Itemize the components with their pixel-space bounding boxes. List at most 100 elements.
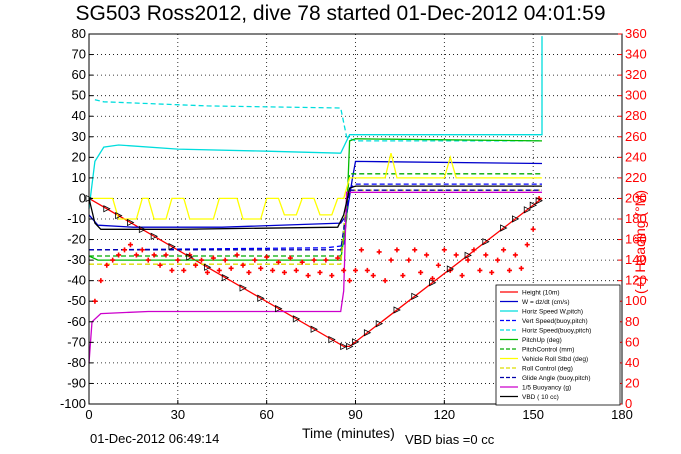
height-marker	[523, 206, 532, 214]
heading-point	[122, 247, 128, 253]
y-tick-label: -10	[67, 211, 86, 226]
y-tick-label: 40	[72, 108, 86, 123]
height-marker	[529, 201, 538, 209]
heading-point	[501, 247, 507, 253]
heading-point	[388, 257, 394, 263]
right-axis-label: (+) Heading (°M)	[632, 189, 648, 295]
y2-tick-label: 320	[625, 67, 647, 82]
heading-point	[483, 252, 489, 258]
heading-point	[222, 257, 228, 263]
legend-entry: PitchControl (mm)	[522, 347, 574, 354]
legend-entry: Vert Speed(buoy,pitch)	[522, 318, 588, 325]
x-tick-label: 120	[433, 407, 455, 422]
height-marker	[310, 325, 318, 333]
legend-entry: 1/5 Buoyancy (g)	[522, 385, 571, 392]
height-marker	[512, 215, 520, 223]
height-marker	[257, 294, 265, 302]
heading-point	[139, 247, 145, 253]
heading-point	[317, 269, 323, 275]
height-marker	[393, 306, 401, 314]
height-marker	[275, 304, 283, 313]
heading-point	[127, 242, 133, 248]
heading-point	[335, 255, 341, 261]
heading-point	[133, 252, 139, 258]
height-marker	[138, 225, 147, 234]
heading-point	[489, 269, 495, 275]
heading-point	[210, 255, 216, 261]
heading-point	[323, 257, 329, 263]
series-line	[89, 189, 542, 251]
legend-box	[495, 284, 621, 406]
legend-entry: PitchUp (deg)	[522, 337, 562, 344]
heading-point	[252, 257, 258, 263]
x-tick-label: 90	[348, 407, 362, 422]
heading-point	[364, 267, 370, 273]
series-lines	[88, 36, 543, 363]
heading-point	[341, 267, 347, 273]
heading-point	[453, 252, 459, 258]
heading-point	[512, 252, 518, 258]
heading-point	[204, 269, 210, 275]
y2-tick-label: 160	[625, 232, 647, 247]
heading-point	[228, 265, 234, 271]
heading-point	[216, 267, 222, 273]
y2-tick-label: 60	[625, 334, 639, 349]
y-tick-label: 0	[79, 190, 86, 205]
chart-title: SG503 Ross2012, dive 78 started 01-Dec-2…	[75, 2, 606, 25]
height-marker	[464, 251, 472, 260]
heading-point	[151, 252, 157, 258]
y-tick-label: 20	[72, 149, 86, 164]
heading-point	[418, 269, 424, 275]
y2-tick-label: 80	[625, 314, 639, 329]
axis-ticks: 0 30 60 90 120 150 180-100-90-80-70-60-50-40-3…	[60, 26, 647, 422]
heading-point	[104, 262, 110, 268]
legend-entry: W = dz/dt (cm/s)	[522, 299, 570, 306]
heading-point	[394, 247, 400, 253]
heading-point	[193, 262, 199, 268]
series-line	[88, 185, 542, 230]
series-line	[88, 36, 543, 209]
x-axis-label: Time (minutes)	[302, 425, 395, 441]
y-tick-label: 70	[72, 47, 86, 62]
y2-tick-label: 120	[625, 273, 647, 288]
heading-point	[258, 265, 264, 271]
height-marker	[204, 263, 212, 271]
series-line	[88, 138, 543, 261]
legend-entry: Vehicle Roll Stbd (deg)	[522, 356, 588, 363]
height-marker	[500, 224, 508, 232]
heading-point	[506, 267, 512, 273]
heading-point	[441, 247, 447, 253]
height-marker	[186, 253, 194, 261]
height-marker	[168, 242, 176, 251]
y-tick-label: -100	[60, 396, 86, 411]
heading-point	[163, 252, 169, 258]
y2-tick-label: 300	[625, 88, 647, 103]
y2-tick-label: 140	[625, 252, 647, 267]
y2-tick-label: 340	[625, 47, 647, 62]
heading-point	[347, 278, 353, 284]
heading-point	[329, 273, 335, 279]
height-marker	[375, 320, 384, 328]
heading-point	[353, 267, 358, 273]
y-tick-label: 10	[72, 170, 86, 185]
y2-tick-label: 180	[625, 211, 647, 226]
heading-point	[530, 226, 536, 232]
heading-point	[287, 255, 293, 261]
heading-point	[199, 257, 205, 263]
heading-point	[175, 257, 181, 263]
height-marker	[328, 335, 336, 344]
legend-entry: VBD ( 10 cc)	[522, 394, 559, 401]
height-marker	[221, 273, 230, 282]
y2-tick-label: 100	[625, 293, 647, 308]
series-line	[94, 99, 542, 142]
heading-point	[429, 276, 435, 282]
height-marker	[446, 265, 455, 273]
height-marker	[363, 329, 372, 337]
heading-point	[234, 252, 240, 258]
heading-point	[424, 252, 430, 258]
x-tick-label: 150	[522, 407, 544, 422]
y-tick-label: 50	[72, 88, 86, 103]
heading-markers	[92, 195, 542, 304]
y-tick-label: 60	[72, 67, 86, 82]
heading-point	[264, 254, 270, 260]
